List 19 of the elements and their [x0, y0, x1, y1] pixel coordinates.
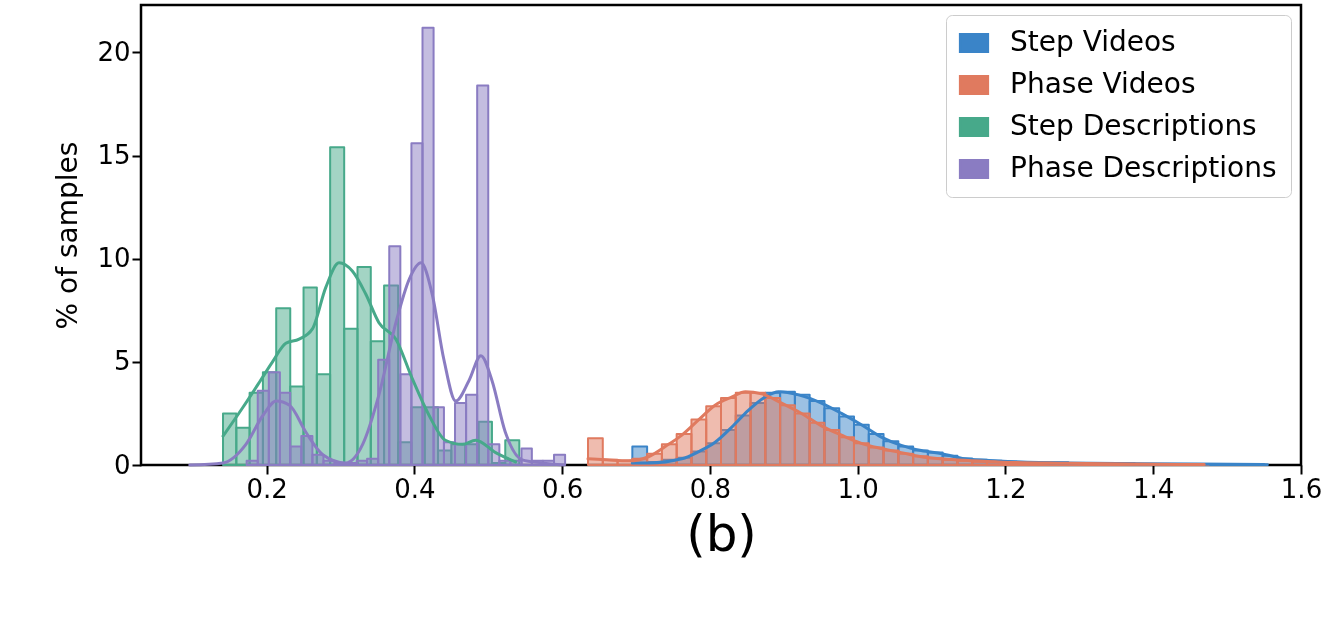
x-tick-label: 0.2	[246, 473, 288, 504]
y-tick-label: 0	[113, 449, 131, 480]
x-tick-label: 1.0	[837, 473, 879, 504]
x-tick-label: 0.4	[394, 473, 436, 504]
x-tick-label: 0.8	[689, 473, 732, 504]
y-axis-title: % of samples	[51, 141, 85, 330]
x-axis-title: (b)	[686, 504, 757, 563]
y-tick-label: 5	[113, 346, 131, 377]
x-tick-label: 1.4	[1133, 473, 1175, 504]
x-tick-label: 1.2	[985, 473, 1027, 504]
y-tick-label: 20	[97, 36, 131, 67]
legend-label: Phase Videos	[1010, 67, 1196, 100]
x-tick-label: 0.6	[541, 473, 584, 504]
legend-label: Step Videos	[1010, 25, 1176, 58]
y-tick-label: 15	[97, 140, 131, 171]
y-tick-label: 10	[97, 243, 131, 274]
x-tick-label: 1.6	[1280, 473, 1323, 504]
legend-label: Phase Descriptions	[1010, 151, 1277, 184]
legend-label: Step Descriptions	[1010, 109, 1257, 142]
